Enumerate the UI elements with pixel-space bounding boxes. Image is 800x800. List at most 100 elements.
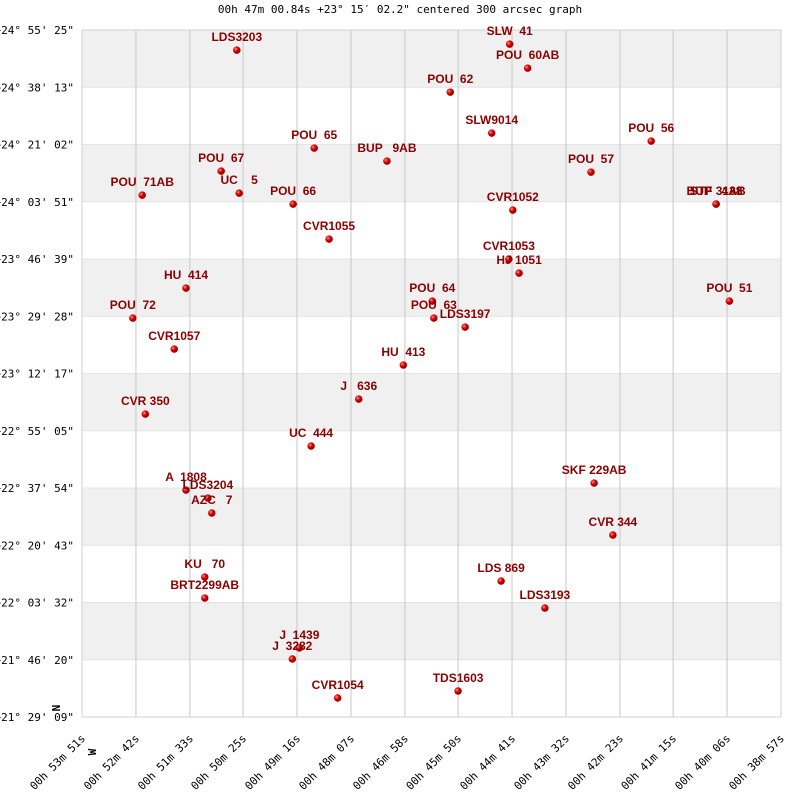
star-label: HJ 1051 [496, 253, 542, 267]
star-label: UC 444 [289, 426, 333, 440]
star-label: J 1439 [279, 628, 319, 642]
star-point [201, 594, 209, 602]
star-point [288, 655, 297, 663]
star-point [505, 255, 513, 263]
star-label: POU 71AB [111, 175, 175, 189]
star-label: UC 5 [220, 173, 258, 187]
star-point [428, 297, 437, 305]
plot-frame [81, 29, 782, 718]
star-label: POU 67 [198, 151, 244, 165]
y-tick-label: +21° 46' 20" [0, 654, 74, 667]
star-label: LDS3193 [520, 588, 571, 602]
star-point [182, 486, 190, 494]
star-label: HU 413 [381, 345, 425, 359]
y-tick-label: +23° 29' 28" [0, 310, 74, 323]
chart-title: 00h 47m 00.84s +23° 15′ 02.2" centered 3… [218, 3, 582, 16]
star-label: HU 414 [164, 268, 208, 282]
star-label: POU 51 [706, 281, 752, 295]
star-label: POU 72 [110, 298, 156, 312]
star-label: BRT2299AB [170, 578, 239, 592]
star-point [505, 40, 514, 48]
y-tick-label: +24° 38' 13" [0, 81, 74, 94]
x-tick-label: 00h 44m 41s [457, 732, 518, 793]
star-point [182, 284, 190, 292]
star-label: CVR1057 [148, 329, 200, 343]
y-tick-label: +23° 12' 17" [0, 368, 74, 381]
star-point [523, 64, 532, 72]
star-label: POU 62 [427, 72, 473, 86]
star-label: STF 3138 [690, 184, 743, 198]
star-label: POU 65 [291, 128, 337, 142]
star-point [725, 297, 734, 305]
star-point [461, 323, 469, 331]
star-label: J 636 [340, 379, 377, 393]
star-label: CVR1055 [303, 219, 355, 233]
y-tick-label: +22° 55' 05" [0, 425, 74, 438]
x-tick-label: 00h 52m 42s [81, 732, 142, 793]
star-label: KU 70 [184, 557, 225, 571]
y-tick-label: +22° 20' 43" [0, 539, 74, 552]
west-label: W [86, 748, 99, 755]
star-label: POU 66 [270, 184, 316, 198]
star-label: BUP 9AB [357, 141, 416, 155]
star-point [541, 604, 549, 612]
star-point [138, 191, 146, 199]
y-tick-label: +22° 37' 54" [0, 482, 74, 495]
grid-band [82, 602, 781, 660]
x-tick-label: 00h 45m 50s [403, 732, 464, 793]
star-label: SKF 229AB [562, 463, 627, 477]
y-tick-label: +22° 03' 32" [0, 596, 74, 609]
star-point [590, 479, 598, 487]
north-label: N [50, 705, 63, 712]
x-tick-label: 00h 48m 07s [296, 732, 357, 793]
y-tick-label: +24° 21' 02" [0, 139, 74, 152]
star-point [399, 361, 408, 369]
star-label: SLW9014 [465, 113, 518, 127]
star-point [170, 345, 179, 353]
star-label: LDS3197 [440, 307, 491, 321]
star-point [204, 494, 212, 502]
star-point [647, 137, 655, 145]
star-point [355, 395, 363, 403]
star-label: AZC 7 [191, 493, 233, 507]
x-tick-label: 00h 51m 33s [135, 732, 196, 793]
star-label: CVR1053 [483, 239, 535, 253]
star-point [307, 442, 315, 450]
x-tick-label: 00h 46m 58s [350, 732, 411, 793]
star-point [454, 687, 462, 695]
grid-band [82, 30, 781, 88]
star-point [333, 694, 342, 702]
star-point [129, 314, 137, 322]
star-point [515, 269, 523, 277]
star-point [430, 314, 438, 322]
star-point [310, 144, 318, 152]
star-label: POU 57 [568, 152, 614, 166]
grid-band [82, 373, 781, 431]
plot-background [81, 29, 782, 718]
grid-band [82, 144, 781, 202]
x-tick-label: 00h 40m 06s [672, 732, 733, 793]
star-point [446, 88, 455, 96]
y-tick-label: +23° 46' 39" [0, 253, 74, 266]
star-point [712, 200, 720, 208]
star-point [289, 200, 297, 208]
star-point [383, 157, 391, 165]
star-label: BUP 4AB [687, 184, 746, 198]
star-point [208, 509, 216, 517]
star-point [141, 410, 150, 418]
star-label: POU 60AB [496, 48, 560, 62]
star-point [233, 46, 241, 54]
y-tick-label: +21° 29' 09" [0, 711, 74, 724]
x-tick-label: 00h 43m 32s [511, 732, 572, 793]
star-point [509, 206, 517, 214]
star-label: POU 64 [409, 281, 455, 295]
star-point [201, 573, 209, 581]
star-label: CVR1052 [487, 190, 539, 204]
grid-band [82, 259, 781, 317]
x-tick-label: 00h 50m 25s [188, 732, 249, 793]
star-point [609, 531, 617, 539]
x-tick-label: 00h 42m 23s [565, 732, 626, 793]
star-label: POU 63 [411, 298, 457, 312]
star-point [295, 644, 304, 652]
